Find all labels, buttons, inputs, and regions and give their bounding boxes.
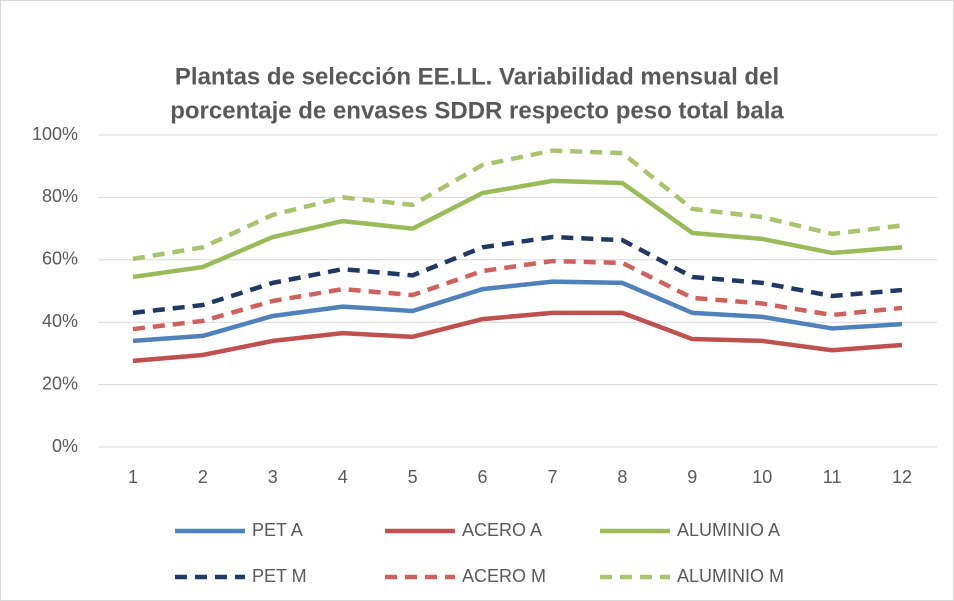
legend-label: PET A xyxy=(252,520,303,540)
series-line xyxy=(132,258,903,332)
y-tick-label: 80% xyxy=(42,186,78,206)
x-tick-label: 11 xyxy=(823,467,842,487)
y-tick-label: 20% xyxy=(42,373,78,393)
x-tick-label: 9 xyxy=(687,467,697,487)
x-tick-label: 10 xyxy=(752,467,772,487)
chart-title: Plantas de selección EE.LL. Variabilidad… xyxy=(175,63,779,90)
series-line xyxy=(132,178,903,280)
y-tick-label: 0% xyxy=(52,436,78,456)
series-line xyxy=(132,279,903,344)
y-tick-label: 60% xyxy=(42,249,78,269)
legend-label: PET M xyxy=(252,566,307,586)
series-line xyxy=(132,148,903,262)
x-tick-label: 4 xyxy=(338,467,348,487)
x-tick-label: 1 xyxy=(128,467,138,487)
legend-label: ALUMINIO M xyxy=(677,566,784,586)
x-tick-label: 7 xyxy=(547,467,557,487)
x-tick-label: 6 xyxy=(478,467,488,487)
legend-label: ALUMINIO A xyxy=(677,520,780,540)
series-line xyxy=(132,310,903,364)
chart-title: porcentaje de envases SDDR respecto peso… xyxy=(170,97,784,124)
x-tick-label: 5 xyxy=(408,467,418,487)
x-tick-label: 12 xyxy=(892,467,912,487)
legend-label: ACERO A xyxy=(462,520,542,540)
x-tick-label: 3 xyxy=(268,467,278,487)
legend-label: ACERO M xyxy=(462,566,546,586)
x-tick-label: 2 xyxy=(198,467,208,487)
y-tick-label: 40% xyxy=(42,311,78,331)
y-tick-label: 100% xyxy=(32,124,78,144)
x-tick-label: 8 xyxy=(617,467,627,487)
series-line xyxy=(132,234,903,316)
